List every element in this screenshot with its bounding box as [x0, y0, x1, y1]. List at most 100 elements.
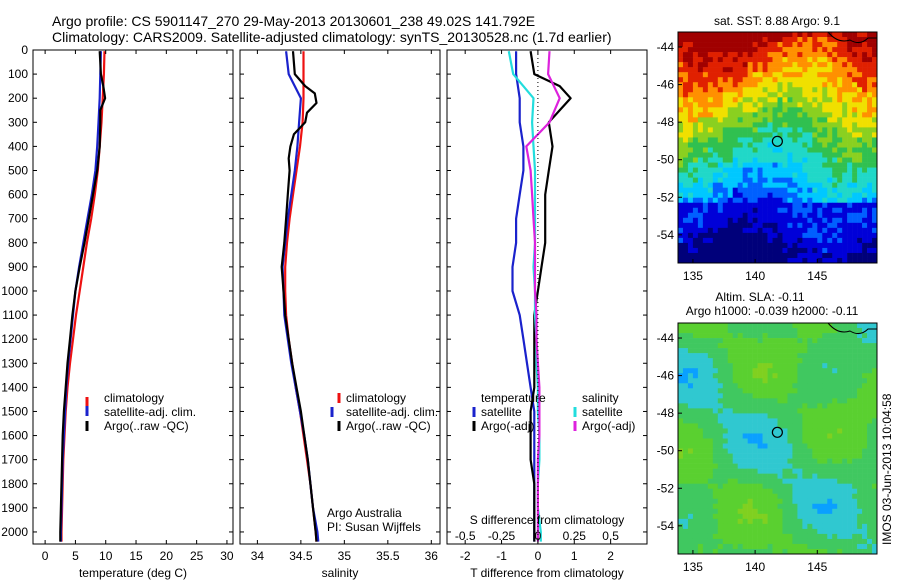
heatmap-cell	[717, 483, 724, 490]
heatmap-cell	[697, 478, 704, 484]
heatmap-cell	[847, 257, 853, 263]
heatmap-cell	[752, 328, 758, 334]
heatmap-cell	[717, 242, 724, 249]
heatmap-cell	[678, 242, 684, 249]
heatmap-cell	[787, 473, 793, 479]
heatmap-cell	[787, 408, 793, 414]
heatmap-cell	[792, 72, 798, 78]
heatmap-cell	[757, 503, 763, 510]
heatmap-cell	[707, 252, 714, 259]
heatmap-cell	[707, 212, 714, 219]
heatmap-cell	[702, 513, 709, 520]
heatmap-cell	[702, 67, 709, 73]
heatmap-cell	[857, 112, 863, 118]
coastline	[827, 31, 877, 44]
y-tick-label: 1500	[1, 404, 28, 418]
heatmap-cell	[722, 493, 729, 500]
heatmap-cell	[842, 543, 848, 550]
heatmap-cell	[857, 453, 863, 459]
heatmap-cell	[767, 117, 773, 123]
heatmap-cell	[812, 227, 818, 234]
heatmap-cell	[717, 528, 724, 535]
heatmap-cell	[727, 483, 734, 490]
heatmap-cell	[797, 247, 803, 254]
heatmap-cell	[782, 212, 788, 219]
heatmap-cell	[742, 57, 748, 63]
heatmap-cell	[792, 363, 798, 369]
heatmap-cell	[827, 182, 833, 188]
heatmap-cell	[687, 247, 694, 254]
heatmap-cell	[817, 117, 823, 123]
heatmap-cell	[862, 363, 868, 369]
heatmap-cell	[722, 97, 729, 103]
heatmap-cell	[792, 257, 798, 263]
heatmap-cell	[692, 513, 699, 520]
heatmap-cell	[712, 483, 719, 490]
heatmap-cell	[727, 77, 734, 83]
heatmap-cell	[747, 102, 753, 108]
heatmap-cell	[717, 363, 724, 369]
heatmap-cell	[822, 107, 828, 113]
heatmap-cell	[817, 368, 823, 374]
heatmap-cell	[857, 32, 863, 38]
heatmap-cell	[752, 192, 758, 199]
heatmap-cell	[852, 252, 858, 259]
heatmap-cell	[678, 498, 684, 505]
heatmap-cell	[837, 72, 843, 78]
heatmap-cell	[797, 443, 803, 449]
heatmap-cell	[862, 227, 868, 234]
heatmap-cell	[842, 478, 848, 484]
heatmap-cell	[807, 353, 813, 359]
heatmap-cell	[717, 157, 724, 163]
heatmap-cell	[802, 62, 808, 68]
heatmap-cell	[812, 177, 818, 183]
heatmap-cell	[732, 373, 738, 379]
heatmap-cell	[857, 52, 863, 58]
heatmap-cell	[862, 112, 868, 118]
heatmap-cell	[817, 383, 823, 389]
heatmap-cell	[822, 363, 828, 369]
heatmap-cell	[762, 197, 768, 204]
heatmap-cell	[702, 548, 709, 554]
heatmap-cell	[697, 87, 704, 93]
heatmap-cell	[777, 473, 783, 479]
difference-profile-panel: T difference from climatology S differen…	[446, 49, 648, 580]
heatmap-cell	[762, 247, 768, 254]
heatmap-cell	[822, 57, 828, 63]
heatmap-cell	[862, 67, 868, 73]
heatmap-cell	[697, 463, 704, 469]
heatmap-cell	[862, 538, 868, 545]
heatmap-cell	[737, 448, 743, 454]
heatmap-cell	[772, 237, 778, 244]
heatmap-cell	[767, 147, 773, 153]
heatmap-cell	[782, 523, 788, 530]
heatmap-cell	[777, 227, 783, 234]
heatmap-cell	[842, 232, 848, 239]
heatmap-cell	[827, 42, 833, 48]
heatmap-cell	[862, 483, 868, 490]
heatmap-cell	[747, 52, 753, 58]
heatmap-cell	[787, 162, 793, 168]
heatmap-cell	[727, 548, 734, 554]
heatmap-cell	[857, 423, 863, 429]
heatmap-cell	[702, 403, 709, 409]
heatmap-cell	[797, 393, 803, 399]
heatmap-cell	[682, 458, 689, 464]
heatmap-cell	[747, 232, 753, 239]
heatmap-cell	[842, 212, 848, 219]
heatmap-cell	[872, 418, 877, 424]
heatmap-cell	[782, 358, 788, 364]
heatmap-cell	[702, 378, 709, 384]
heatmap-cell	[867, 323, 873, 329]
heatmap-cell	[762, 137, 768, 143]
heatmap-cell	[777, 498, 783, 505]
heatmap-cell	[767, 177, 773, 183]
heatmap-cell	[847, 102, 853, 108]
heatmap-cell	[847, 383, 853, 389]
heatmap-cell	[852, 403, 858, 409]
heatmap-cell	[752, 207, 758, 214]
top-x-tick-label: -0.25	[488, 529, 516, 543]
heatmap-cell	[872, 398, 877, 404]
heatmap-cell	[777, 162, 783, 168]
heatmap-cell	[737, 217, 743, 224]
